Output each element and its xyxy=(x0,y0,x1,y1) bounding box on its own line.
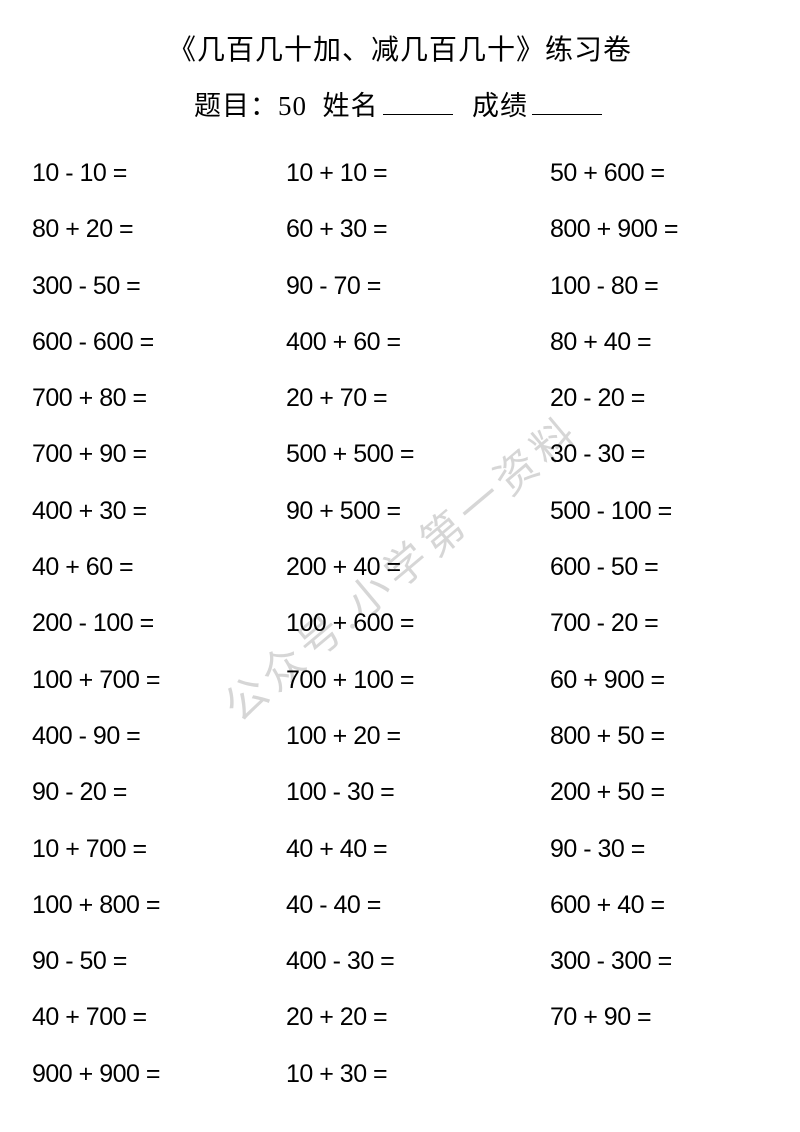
problems-grid: 10 - 10 =10 + 10 =50 + 600 =80 + 20 =60 … xyxy=(30,145,770,1102)
problem-item: 10 + 700 = xyxy=(32,821,278,877)
problem-item: 40 + 60 = xyxy=(32,539,278,595)
problem-item: 500 - 100 = xyxy=(524,483,770,539)
problem-item: 90 - 50 = xyxy=(32,933,278,989)
problem-item: 800 + 900 = xyxy=(524,201,770,257)
problem-item: 10 + 30 = xyxy=(278,1046,524,1102)
problem-item: 20 + 70 = xyxy=(278,370,524,426)
score-label: 成绩 xyxy=(472,91,528,121)
problem-item: 90 - 20 = xyxy=(32,764,278,820)
problem-item: 600 + 40 = xyxy=(524,877,770,933)
page-content: 《几百几十加、减几百几十》练习卷 题目：50 姓名 成绩 10 - 10 =10… xyxy=(30,28,770,1102)
problem-item: 300 - 50 = xyxy=(32,258,278,314)
problem-item: 10 - 10 = xyxy=(32,145,278,201)
problem-item: 20 + 20 = xyxy=(278,989,524,1045)
problem-item: 200 + 50 = xyxy=(524,764,770,820)
subtitle-prefix: 题目： xyxy=(194,91,278,121)
problem-item: 800 + 50 = xyxy=(524,708,770,764)
problem-item: 700 + 100 = xyxy=(278,652,524,708)
problem-item: 40 + 700 = xyxy=(32,989,278,1045)
name-label: 姓名 xyxy=(323,91,379,121)
problem-item xyxy=(524,1046,770,1102)
problem-item: 100 + 700 = xyxy=(32,652,278,708)
problem-count: 50 xyxy=(278,91,307,121)
problem-item: 90 - 70 = xyxy=(278,258,524,314)
problem-item: 80 + 20 = xyxy=(32,201,278,257)
problem-item: 30 - 30 = xyxy=(524,426,770,482)
problem-item: 700 - 20 = xyxy=(524,595,770,651)
problem-item: 700 + 80 = xyxy=(32,370,278,426)
problem-item: 20 - 20 = xyxy=(524,370,770,426)
problem-item: 100 + 20 = xyxy=(278,708,524,764)
problem-item: 90 - 30 = xyxy=(524,821,770,877)
score-blank[interactable] xyxy=(532,93,602,115)
problem-item: 400 - 30 = xyxy=(278,933,524,989)
worksheet-subtitle: 题目：50 姓名 成绩 xyxy=(30,84,770,123)
problem-item: 40 + 40 = xyxy=(278,821,524,877)
problem-item: 600 - 50 = xyxy=(524,539,770,595)
problem-item: 100 - 30 = xyxy=(278,764,524,820)
problem-item: 500 + 500 = xyxy=(278,426,524,482)
problem-item: 600 - 600 = xyxy=(32,314,278,370)
problem-item: 90 + 500 = xyxy=(278,483,524,539)
problem-item: 60 + 900 = xyxy=(524,652,770,708)
problem-item: 40 - 40 = xyxy=(278,877,524,933)
problem-item: 100 + 600 = xyxy=(278,595,524,651)
problem-item: 400 + 30 = xyxy=(32,483,278,539)
problem-item: 400 + 60 = xyxy=(278,314,524,370)
problem-item: 300 - 300 = xyxy=(524,933,770,989)
name-blank[interactable] xyxy=(383,93,453,115)
problem-item: 400 - 90 = xyxy=(32,708,278,764)
problem-item: 900 + 900 = xyxy=(32,1046,278,1102)
problem-item: 700 + 90 = xyxy=(32,426,278,482)
problem-item: 200 - 100 = xyxy=(32,595,278,651)
problem-item: 100 + 800 = xyxy=(32,877,278,933)
problem-item: 60 + 30 = xyxy=(278,201,524,257)
problem-item: 200 + 40 = xyxy=(278,539,524,595)
problem-item: 50 + 600 = xyxy=(524,145,770,201)
problem-item: 80 + 40 = xyxy=(524,314,770,370)
problem-item: 70 + 90 = xyxy=(524,989,770,1045)
worksheet-header: 《几百几十加、减几百几十》练习卷 题目：50 姓名 成绩 xyxy=(30,28,770,123)
problem-item: 100 - 80 = xyxy=(524,258,770,314)
worksheet-title: 《几百几十加、减几百几十》练习卷 xyxy=(30,28,770,68)
problem-item: 10 + 10 = xyxy=(278,145,524,201)
